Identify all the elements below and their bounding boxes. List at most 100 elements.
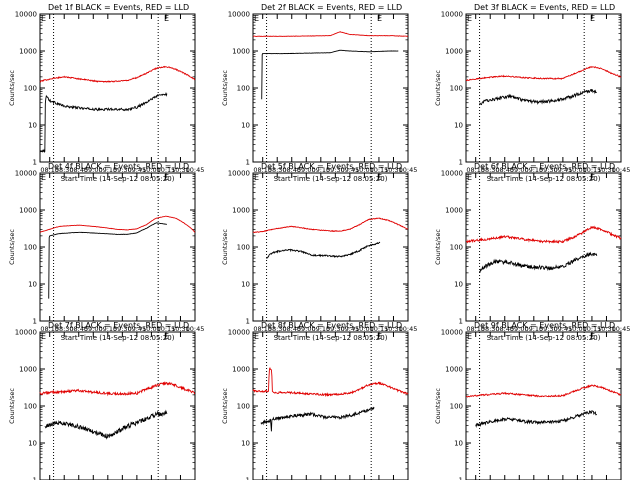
- series-line-lld: [252, 31, 408, 38]
- x-tick-label: 09:15: [524, 166, 543, 174]
- x-tick-label: 08:15: [253, 325, 272, 333]
- y-tick-label: 1000: [19, 366, 37, 374]
- chart-title: Det 4f BLACK = Events, RED = LLD: [48, 162, 189, 171]
- y-tick-label: 10000: [228, 11, 250, 19]
- y-axis-label: Counts/sec: [8, 70, 16, 106]
- chart-title: Det 2f BLACK = Events, RED = LLD: [261, 3, 402, 12]
- y-tick-label: 100: [24, 85, 37, 93]
- x-tick-label: 08:30: [55, 166, 74, 174]
- plot-frame: [39, 13, 196, 163]
- y-tick-label: 1: [246, 159, 250, 167]
- y-tick-label: 1: [459, 159, 463, 167]
- x-tick-label: 09:45: [554, 325, 573, 333]
- y-tick-label: 1000: [445, 207, 463, 215]
- x-tick-label: 10:30: [171, 166, 190, 174]
- x-tick-label: 09:30: [326, 325, 345, 333]
- y-tick-label: 100: [450, 403, 463, 411]
- y-tick-label: 1: [33, 318, 37, 326]
- x-tick-label: 08:45: [495, 166, 514, 174]
- x-tick-label: 08:30: [268, 325, 287, 333]
- x-tick-label: 10:30: [384, 325, 403, 333]
- event-marker-label: E: [164, 14, 169, 23]
- x-tick-label: 10:30: [597, 166, 616, 174]
- x-axis-label: Start Time (14-Sep-12 08:05:20): [487, 334, 601, 342]
- x-tick-label: 08:30: [481, 166, 500, 174]
- y-tick-label: 10000: [228, 329, 250, 337]
- detector-chart-5: Det 5f BLACK = Events, RED = LLD11010010…: [221, 162, 417, 342]
- x-tick-label: 09:15: [311, 325, 330, 333]
- x-tick-label: 10:45: [186, 325, 205, 333]
- x-tick-label: 09:45: [128, 325, 147, 333]
- plot-frame: [465, 13, 622, 163]
- x-tick-label: 10:45: [399, 325, 418, 333]
- x-tick-label: 09:15: [311, 166, 330, 174]
- x-tick-label: 10:00: [142, 166, 161, 174]
- y-tick-label: 10000: [441, 329, 463, 337]
- y-tick-label: 1000: [445, 366, 463, 374]
- y-tick-label: 10: [28, 440, 37, 448]
- y-tick-label: 1: [459, 318, 463, 326]
- x-tick-label: 10:30: [171, 325, 190, 333]
- y-axis-label: Counts/sec: [8, 229, 16, 265]
- x-tick-label: 09:00: [297, 325, 316, 333]
- y-tick-label: 100: [24, 403, 37, 411]
- y-tick-label: 10: [28, 122, 37, 130]
- y-tick-label: 10000: [15, 329, 37, 337]
- x-tick-label: 08:45: [69, 325, 88, 333]
- event-marker-label: E: [467, 173, 472, 182]
- plot-frame: [252, 331, 409, 480]
- y-tick-label: 10000: [228, 170, 250, 178]
- series-line-events: [44, 409, 168, 440]
- event-marker-label: E: [41, 14, 46, 23]
- y-tick-label: 10: [454, 440, 463, 448]
- series-line-lld: [465, 384, 622, 398]
- x-tick-label: 08:15: [40, 325, 59, 333]
- x-tick-label: 10:45: [612, 325, 631, 333]
- series-line-lld: [39, 381, 196, 397]
- y-tick-label: 10000: [441, 170, 463, 178]
- event-marker-label: E: [254, 332, 259, 341]
- detector-chart-1: Det 1f BLACK = Events, RED = LLD 1 10 100 10…: [8, 3, 204, 183]
- x-axis-label: Start Time (14-Sep-12 08:05:20): [274, 175, 388, 183]
- x-tick-label: 09:45: [341, 166, 360, 174]
- x-axis-label: Start Time (14-Sep-12 08:05:20): [487, 175, 601, 183]
- detector-chart-3: Det 3f BLACK = Events, RED = LLD 1 10 100 10…: [434, 3, 630, 183]
- y-tick-label: 100: [237, 403, 250, 411]
- x-tick-label: 10:00: [568, 325, 587, 333]
- y-tick-label: 1: [33, 477, 37, 480]
- event-marker-label: E: [164, 173, 169, 182]
- x-tick-label: 09:30: [113, 166, 132, 174]
- y-tick-label: 100: [450, 85, 463, 93]
- x-tick-label: 09:00: [510, 325, 529, 333]
- event-marker-label: E: [467, 14, 472, 23]
- event-marker-label: E: [164, 332, 169, 341]
- chart-title: Det 8f BLACK = Events, RED = LLD: [261, 321, 402, 330]
- x-tick-label: 10:15: [583, 325, 602, 333]
- detector-chart-4: Det 4f BLACK = Events, RED = LLD11010010…: [8, 162, 204, 342]
- y-tick-label: 1: [246, 318, 250, 326]
- x-tick-label: 10:30: [597, 325, 616, 333]
- x-axis-label: Start Time (14-Sep-12 08:05:20): [274, 334, 388, 342]
- series-line-lld: [465, 65, 622, 82]
- series-line-events: [266, 241, 381, 259]
- y-axis-label: Counts/sec: [221, 70, 229, 106]
- y-tick-label: 1000: [19, 48, 37, 56]
- y-tick-label: 1000: [232, 48, 250, 56]
- x-tick-label: 09:15: [524, 325, 543, 333]
- series-line-events: [479, 88, 597, 106]
- x-tick-label: 08:45: [69, 166, 88, 174]
- y-axis-label: Counts/sec: [434, 388, 442, 424]
- x-tick-label: 09:45: [128, 166, 147, 174]
- x-tick-label: 10:00: [355, 166, 374, 174]
- x-tick-label: 09:30: [539, 325, 558, 333]
- x-tick-label: 10:00: [355, 325, 374, 333]
- x-tick-label: 10:15: [157, 325, 176, 333]
- event-marker-label: E: [467, 332, 472, 341]
- x-tick-label: 10:30: [384, 166, 403, 174]
- series-line-events: [475, 409, 598, 428]
- plot-frame: [465, 331, 622, 480]
- detector-chart-2: Det 2f BLACK = Events, RED = LLD 1 10 100 10…: [221, 3, 417, 183]
- x-tick-label: 08:30: [268, 166, 287, 174]
- x-tick-label: 08:45: [495, 325, 514, 333]
